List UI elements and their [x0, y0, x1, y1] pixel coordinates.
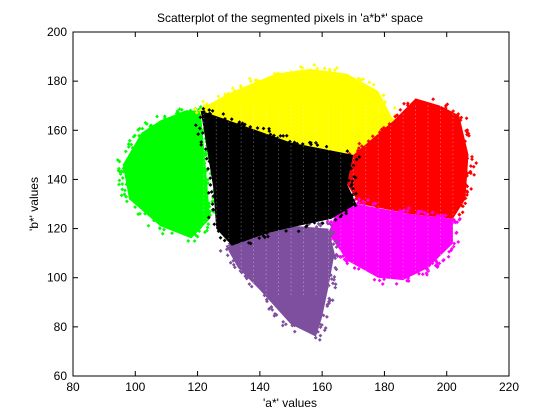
x-tick-label: 200 — [437, 380, 457, 394]
chart-title: Scatterplot of the segmented pixels in '… — [157, 11, 423, 25]
x-tick-label: 160 — [312, 380, 332, 394]
x-tick-label: 120 — [188, 380, 208, 394]
y-tick-label: 140 — [47, 172, 67, 186]
x-tick-label: 180 — [374, 380, 394, 394]
y-tick-label: 180 — [47, 74, 67, 88]
x-tick-label: 100 — [125, 380, 145, 394]
y-tick-label: 80 — [54, 320, 68, 334]
y-tick-label: 160 — [47, 123, 67, 137]
x-axis-label: 'a*' values — [263, 396, 317, 410]
x-tick-label: 220 — [499, 380, 519, 394]
y-tick-label: 100 — [47, 271, 67, 285]
y-tick-label: 200 — [47, 25, 67, 39]
y-axis-label: 'b*' values — [27, 177, 41, 231]
x-tick-label: 140 — [250, 380, 270, 394]
x-tick-label: 80 — [66, 380, 80, 394]
y-tick-label: 60 — [54, 369, 68, 383]
y-tick-label: 120 — [47, 222, 67, 236]
